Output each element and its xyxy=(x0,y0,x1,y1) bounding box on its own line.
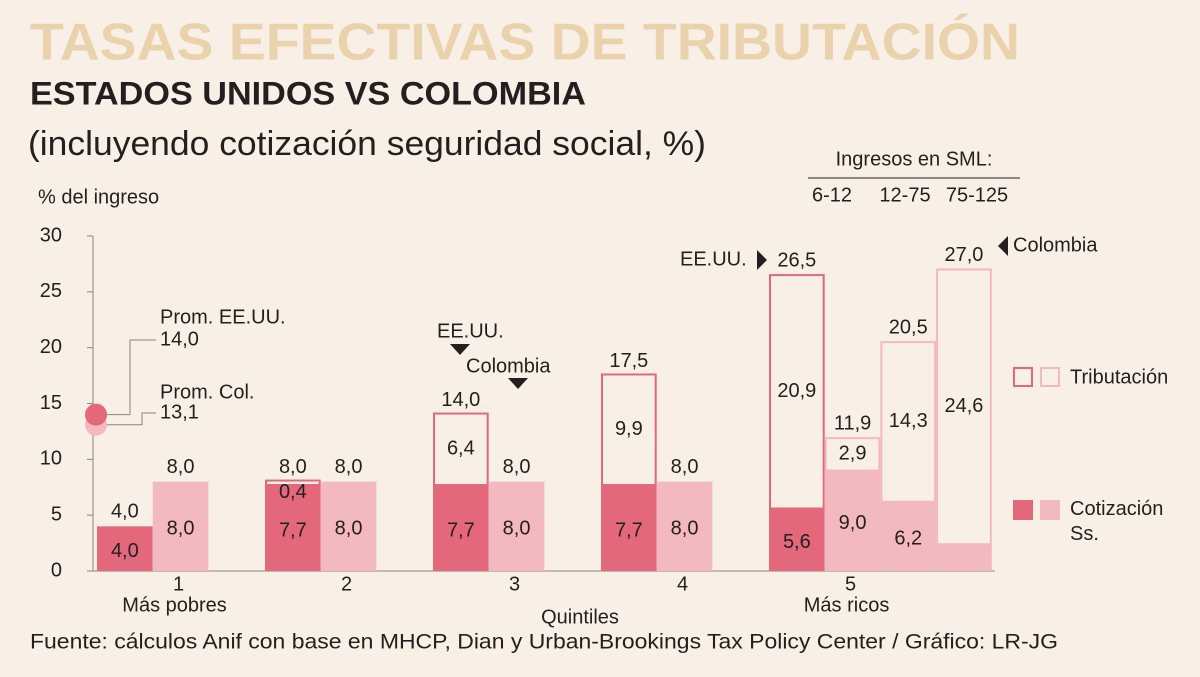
country-label: Colombia xyxy=(1013,234,1098,256)
value-label: 8,0 xyxy=(335,518,363,540)
value-label: 14,3 xyxy=(889,410,928,432)
total-label: 27,0 xyxy=(944,244,983,266)
category-note: Más pobres xyxy=(122,594,227,616)
value-label: 7,7 xyxy=(615,519,643,541)
value-label: 6,2 xyxy=(894,528,922,550)
pointer xyxy=(998,236,1008,256)
bracket-label: 6-12 xyxy=(812,184,852,206)
category-note: Más ricos xyxy=(804,594,890,616)
legend-swatch xyxy=(1040,500,1060,520)
value-label: 0,4 xyxy=(279,481,307,503)
average-label: Prom. EE.UU. xyxy=(160,306,286,328)
y-tick-label: 25 xyxy=(40,280,62,302)
value-label: 9,0 xyxy=(839,512,867,534)
value-label: 9,9 xyxy=(615,418,643,440)
total-label: 11,9 xyxy=(834,412,871,434)
source: Fuente: cálculos Anif con base en MHCP, … xyxy=(30,631,1058,654)
average-value: 13,1 xyxy=(160,401,199,423)
country-label: Colombia xyxy=(466,355,551,377)
leader-line xyxy=(103,412,156,426)
y-axis-label: % del ingreso xyxy=(38,186,159,208)
average-dot xyxy=(85,403,107,426)
y-tick-label: 20 xyxy=(40,336,62,358)
total-label: 20,5 xyxy=(889,316,928,338)
value-label: 6,4 xyxy=(447,438,475,460)
legend-label: Cotización Ss. xyxy=(1070,498,1164,545)
value-label: 8,0 xyxy=(167,518,195,540)
y-tick-label: 0 xyxy=(51,559,62,581)
bar-cotizacion xyxy=(97,526,153,571)
bracket-label: 75-125 xyxy=(946,184,1008,206)
chart-title: TASAS EFECTIVAS DE TRIBUTACIÓN xyxy=(30,14,1020,72)
x-tick-label: 1 xyxy=(173,573,184,595)
chart-note: (incluyendo cotización seguridad social,… xyxy=(28,125,706,163)
pointer xyxy=(757,250,767,270)
bar-cotizacion xyxy=(880,501,937,571)
bar-cotizacion xyxy=(433,485,489,571)
value-label: 4,0 xyxy=(111,540,139,562)
y-tick-label: 5 xyxy=(51,503,62,525)
legend-swatch xyxy=(1013,367,1033,387)
bar-cotizacion xyxy=(320,481,377,571)
value-label: 24,6 xyxy=(944,395,983,417)
total-label: 8,0 xyxy=(503,456,531,478)
bar-cotizacion xyxy=(656,481,713,571)
x-tick-label: 3 xyxy=(509,573,520,595)
average-value: 14,0 xyxy=(160,328,199,350)
value-label: 7,7 xyxy=(279,519,307,541)
total-label: 8,0 xyxy=(279,456,307,478)
x-tick-label: 5 xyxy=(845,573,856,595)
x-tick-label: 4 xyxy=(677,573,688,595)
bar-cotizacion xyxy=(824,470,881,571)
bar-tributacion xyxy=(433,412,489,487)
value-label: 7,7 xyxy=(447,519,475,541)
total-label: 14,0 xyxy=(441,389,480,411)
legend-swatch xyxy=(1040,367,1060,387)
bar-cotizacion xyxy=(769,508,825,571)
bar-tributacion xyxy=(824,437,881,472)
value-label: 5,6 xyxy=(783,531,811,553)
pointer xyxy=(450,344,470,355)
average-label: Prom. Col. xyxy=(160,381,254,403)
value-label: 20,9 xyxy=(777,380,816,402)
total-label: 4,0 xyxy=(111,501,139,523)
legend-swatch xyxy=(1013,500,1033,520)
bar-tributacion xyxy=(265,479,321,487)
total-label: 17,5 xyxy=(609,350,648,372)
bracket-label: 12-75 xyxy=(879,184,930,206)
bracket-title: Ingresos en SML: xyxy=(836,148,993,170)
country-label: EE.UU. xyxy=(437,320,504,342)
y-tick-label: 10 xyxy=(40,448,62,470)
bar-tributacion xyxy=(769,274,825,510)
bar-cotizacion xyxy=(152,481,209,571)
x-tick-label: 2 xyxy=(341,573,352,595)
total-label: 8,0 xyxy=(167,456,195,478)
country-label: EE.UU. xyxy=(680,248,747,270)
value-label: 8,0 xyxy=(671,518,699,540)
bar-cotizacion xyxy=(936,544,992,571)
x-axis-label: Quintiles xyxy=(541,606,619,628)
value-label: 2,9 xyxy=(839,443,867,465)
leader-line xyxy=(103,339,156,416)
chart-subtitle: ESTADOS UNIDOS VS COLOMBIA xyxy=(30,75,586,111)
y-tick-label: 30 xyxy=(40,224,62,246)
total-label: 8,0 xyxy=(671,456,699,478)
bar-tributacion xyxy=(880,341,937,503)
bar-tributacion xyxy=(601,373,657,487)
value-label: 8,0 xyxy=(503,518,531,540)
pointer xyxy=(508,378,528,389)
legend-label: Tributación xyxy=(1070,366,1168,388)
bar-cotizacion xyxy=(488,481,545,571)
y-tick-label: 15 xyxy=(40,392,62,414)
bar-cotizacion xyxy=(265,485,321,571)
bar-cotizacion xyxy=(601,485,657,571)
total-label: 8,0 xyxy=(335,456,363,478)
bar-tributacion xyxy=(936,268,992,546)
total-label: 26,5 xyxy=(777,249,816,271)
